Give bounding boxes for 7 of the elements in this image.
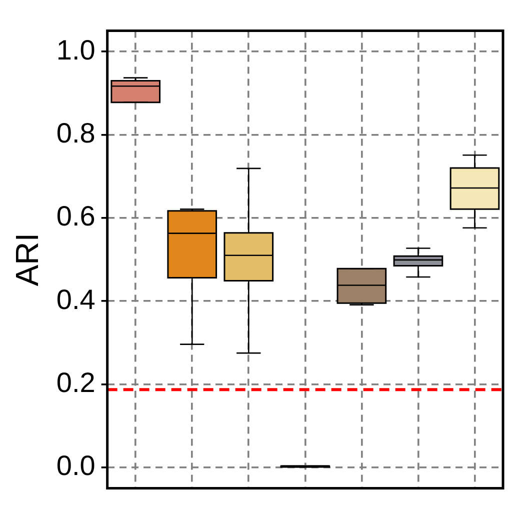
y-tick-label: 0.4: [56, 284, 96, 315]
y-tick-label: 0.6: [56, 200, 96, 232]
y-tick-label: 1.0: [56, 34, 96, 66]
y-axis-title: ARI: [9, 232, 46, 286]
y-tick-label: 0.8: [56, 117, 96, 148]
y-tick-label: 0.2: [56, 366, 96, 398]
y-tick-label: 0.0: [56, 450, 96, 482]
